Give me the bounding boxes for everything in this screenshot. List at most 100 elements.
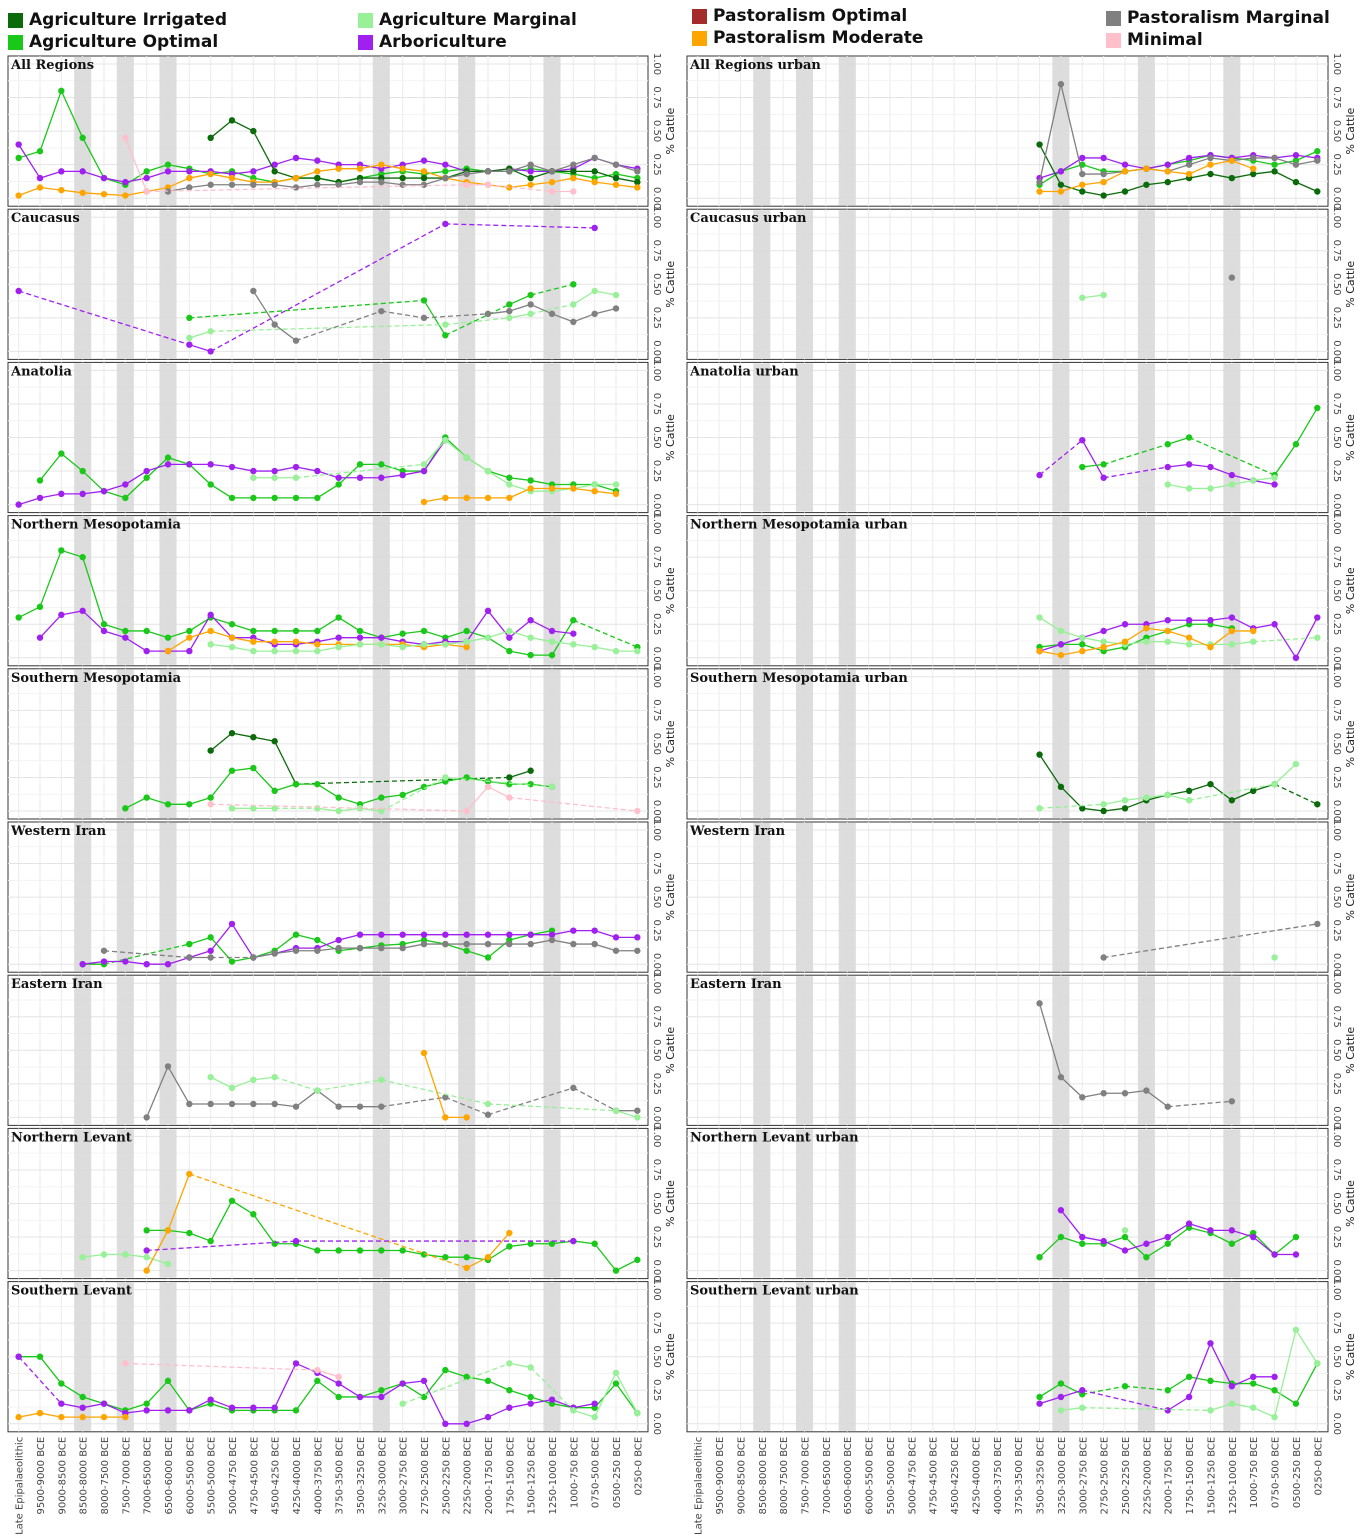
series-line	[146, 1066, 169, 1118]
shaded-period	[372, 516, 390, 665]
data-point	[378, 1076, 385, 1084]
data-point	[1057, 651, 1065, 659]
data-point	[356, 805, 364, 812]
series-line	[1210, 783, 1233, 801]
x-tick-label: 0750-500 BCE	[591, 1437, 602, 1508]
data-point	[1057, 188, 1065, 195]
data-point	[591, 487, 598, 495]
series-line	[1039, 170, 1062, 186]
shaded-period	[159, 669, 177, 818]
data-point	[442, 161, 449, 168]
series-line	[445, 643, 467, 648]
x-tick-label: 8500-8000 BCE	[79, 1437, 90, 1515]
series-line	[487, 637, 510, 652]
data-point	[164, 961, 172, 968]
data-point	[58, 87, 65, 95]
data-point	[100, 958, 108, 965]
legend-label: Agriculture Irrigated	[29, 10, 227, 30]
data-point	[1121, 805, 1129, 812]
data-point	[634, 1107, 641, 1114]
data-point	[1292, 1400, 1300, 1407]
series-line	[1188, 1223, 1211, 1231]
data-point	[548, 1396, 556, 1403]
data-point	[207, 801, 214, 808]
legend-swatch	[692, 30, 707, 46]
series-line	[423, 1052, 446, 1118]
series-line	[338, 463, 361, 485]
series-line	[487, 470, 510, 479]
shaded-period	[1137, 669, 1155, 818]
panel-title: Northern Mesopotamia	[11, 518, 181, 533]
data-point	[484, 310, 492, 318]
y-tick-label: 1.00	[651, 512, 662, 534]
series-line	[1188, 783, 1275, 801]
data-point	[378, 1247, 385, 1254]
series-line	[189, 630, 211, 639]
series-line	[509, 477, 531, 482]
data-point	[1100, 1090, 1107, 1097]
data-point	[314, 181, 321, 188]
series-line	[594, 646, 617, 652]
data-point	[250, 733, 257, 741]
data-point	[1079, 641, 1086, 648]
series-line	[509, 934, 531, 941]
series-line	[1231, 1229, 1254, 1238]
data-point	[420, 297, 428, 304]
data-point	[1057, 181, 1065, 188]
series-line	[274, 950, 297, 955]
series-line	[508, 619, 532, 639]
data-point	[1079, 154, 1086, 162]
data-point	[1271, 481, 1278, 488]
data-point	[1057, 1393, 1065, 1401]
y-tick-label: 0.75	[1331, 86, 1342, 108]
series-line	[1103, 157, 1126, 166]
series-line	[573, 1403, 595, 1409]
data-point	[228, 920, 236, 928]
data-point	[1121, 1383, 1129, 1390]
data-point	[484, 1253, 492, 1261]
series-line	[1167, 1227, 1190, 1245]
y-axis-label: % Cattle	[664, 720, 677, 767]
series-line	[423, 1369, 446, 1398]
data-point	[207, 328, 214, 335]
data-point	[570, 485, 577, 492]
y-tick-label: 0.50	[651, 1192, 662, 1214]
x-tick-label: 3500-3250 BCE	[356, 1437, 367, 1515]
series-line	[551, 177, 574, 183]
series-line	[167, 177, 190, 189]
data-point	[271, 638, 278, 645]
data-point	[143, 1400, 150, 1407]
data-point	[1100, 954, 1107, 961]
data-point	[1292, 654, 1300, 661]
series-line	[551, 930, 574, 936]
data-point	[420, 461, 428, 468]
series-line	[1295, 1329, 1318, 1364]
series-line	[1124, 637, 1147, 648]
data-point	[335, 643, 342, 651]
series-line	[1146, 168, 1168, 173]
data-point	[442, 1366, 449, 1374]
data-point	[1164, 161, 1171, 168]
data-point	[570, 940, 577, 948]
series-line	[402, 786, 425, 796]
data-point	[292, 780, 300, 788]
data-point	[1228, 471, 1236, 479]
y-tick-label: 0.25	[1331, 154, 1342, 176]
y-tick-label: 1.00	[1331, 1125, 1342, 1147]
series-line	[1295, 159, 1318, 166]
data-point	[506, 1243, 513, 1250]
series-line	[487, 630, 510, 639]
data-point	[15, 192, 22, 199]
series-line	[509, 294, 531, 306]
data-point	[228, 621, 236, 628]
series-line	[167, 630, 190, 639]
series-line	[1124, 796, 1147, 801]
series-line	[1210, 154, 1232, 159]
data-point	[1314, 614, 1321, 621]
data-point	[228, 767, 236, 774]
series-line	[1295, 1363, 1318, 1404]
data-point	[79, 189, 86, 197]
legend-item: Pastoralism Marginal	[1106, 8, 1330, 28]
data-point	[1057, 168, 1065, 175]
data-point	[399, 931, 406, 938]
